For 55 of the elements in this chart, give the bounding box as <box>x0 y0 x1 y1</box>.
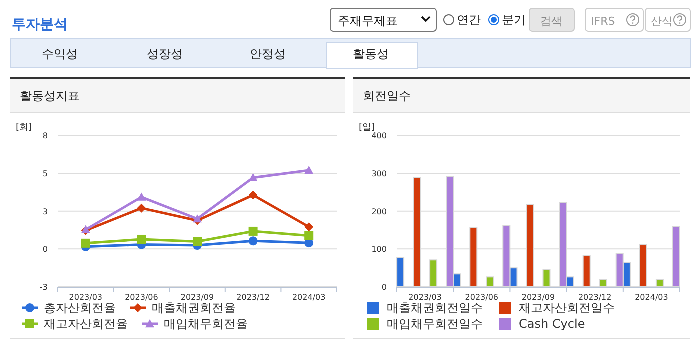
text: 연간 <box>457 13 481 27</box>
x-tick-label: 2023/03 <box>408 293 442 302</box>
point <box>137 234 146 244</box>
y-tick-label: 0 <box>42 245 48 254</box>
legend-label: 총자산회전율 <box>44 301 116 315</box>
legend-label: 매입채무회전율 <box>164 317 248 331</box>
point <box>137 204 146 213</box>
y-tick-label: 8 <box>42 132 48 141</box>
text: 활동성 <box>353 47 389 61</box>
point <box>304 166 314 174</box>
point <box>248 236 258 246</box>
point <box>304 231 314 240</box>
x-tick-label: 2023/03 <box>69 293 103 302</box>
y-tick-label: 100 <box>372 245 387 254</box>
y-axis-title: [회] <box>16 123 32 133</box>
x-tick-label: 2023/06 <box>125 293 158 302</box>
y-tick-label: -3 <box>40 283 48 292</box>
x-tick-label: 2023/12 <box>236 293 270 302</box>
legend-label: Cash Cycle <box>519 317 586 331</box>
point <box>248 190 258 200</box>
y-tick-label: 400 <box>372 132 387 141</box>
point <box>304 222 314 232</box>
x-tick-label: 2023/09 <box>180 293 214 302</box>
x-tick-label: 2024/03 <box>635 293 668 302</box>
x-tick-label: 2023/06 <box>465 293 499 302</box>
legend-label: 매출채권회전일수 <box>387 301 483 315</box>
text: 수익성 <box>42 47 78 61</box>
legend-label: 재고자산회전일수 <box>519 301 615 315</box>
text: 산식 <box>651 15 673 28</box>
y-axis-title: [일] <box>359 123 376 133</box>
y-tick-label: 0 <box>382 283 387 292</box>
legend-label: 매출채권회전율 <box>152 301 236 315</box>
point <box>81 238 90 248</box>
x-tick-label: 2023/12 <box>578 293 612 302</box>
legend-label: 매입채무회전일수 <box>387 317 483 331</box>
x-tick-label: 2024/03 <box>292 293 326 302</box>
text: 주재무제표 <box>338 14 398 28</box>
y-tick-label: 3 <box>42 207 48 216</box>
point <box>137 192 146 201</box>
x-tick-label: 2023/09 <box>522 293 556 302</box>
y-tick-label: 300 <box>372 170 387 179</box>
point <box>193 214 202 223</box>
text: IFRS <box>591 15 616 28</box>
y-tick-label: 5 <box>42 170 48 179</box>
chart-title: 회전일수 <box>363 89 411 103</box>
text: 검색 <box>540 15 562 28</box>
point <box>248 226 258 236</box>
text: 안정성 <box>250 47 286 61</box>
text: 분기 <box>502 13 526 27</box>
text: 투자분석 <box>12 17 68 33</box>
point <box>193 237 202 246</box>
text: 성장성 <box>147 47 183 61</box>
chart-title: 활동성지표 <box>20 89 80 103</box>
y-tick-label: 200 <box>372 207 387 216</box>
legend-label: 재고자산회전율 <box>44 317 128 331</box>
